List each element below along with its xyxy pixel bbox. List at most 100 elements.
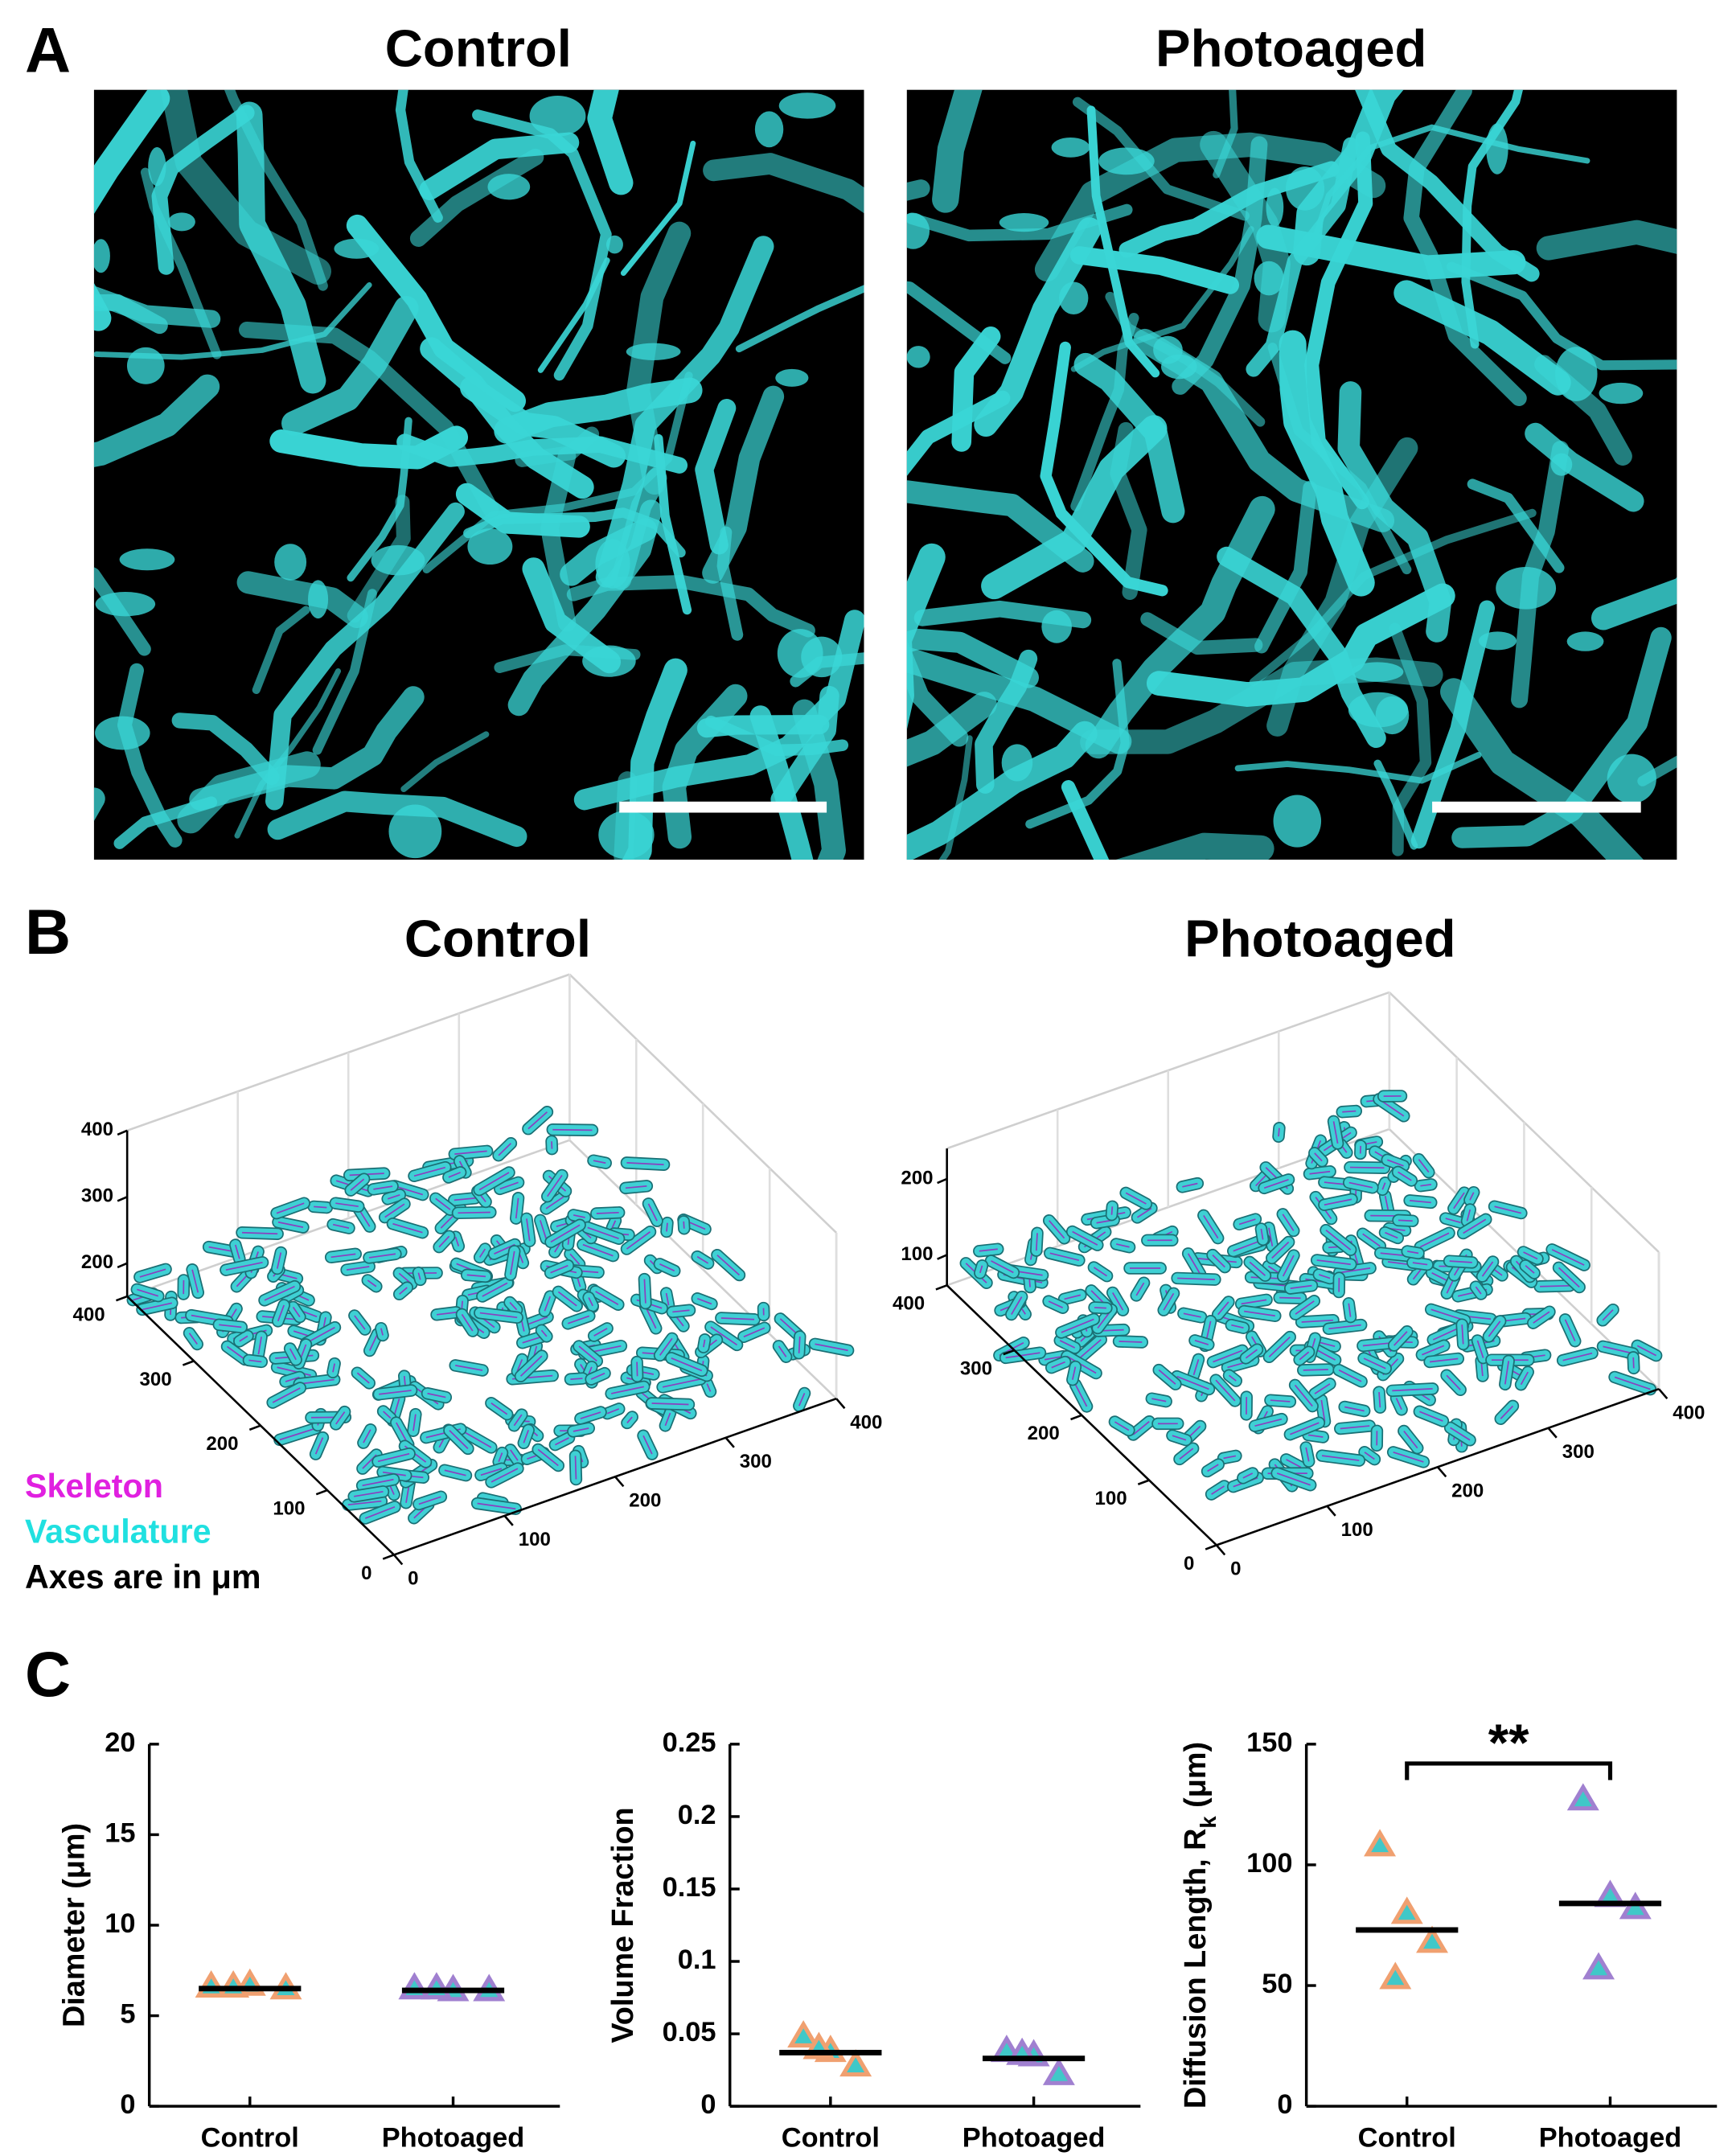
cell	[168, 212, 195, 232]
cell	[1041, 610, 1072, 643]
skeleton	[1051, 1361, 1065, 1369]
vessel	[1637, 755, 1677, 786]
skeleton	[1301, 1319, 1334, 1323]
skeleton	[1476, 1340, 1484, 1358]
cell	[308, 580, 329, 619]
y-tick-label: 150	[1246, 1727, 1292, 1758]
skeleton	[625, 1185, 647, 1189]
skeleton	[1048, 1300, 1064, 1308]
data-point	[1042, 2057, 1075, 2085]
skeleton	[335, 1411, 346, 1425]
skeleton	[427, 1392, 446, 1398]
skeleton	[364, 1505, 396, 1519]
skeleton	[798, 1336, 801, 1353]
skeleton	[1469, 1192, 1475, 1201]
vessel	[1034, 132, 1386, 282]
y-tick-label: 0.2	[678, 1800, 716, 1830]
skeleton	[314, 1205, 327, 1209]
skeleton	[490, 1468, 519, 1483]
skeleton	[1245, 1349, 1258, 1359]
skeleton	[330, 1253, 356, 1259]
skeleton	[1363, 1357, 1386, 1370]
skeleton	[1603, 1345, 1633, 1354]
legend-entry: Vasculature	[25, 1513, 211, 1550]
skeleton	[413, 1414, 417, 1431]
data-point	[195, 1969, 228, 1998]
vessel	[160, 89, 332, 285]
cell	[1566, 631, 1604, 651]
skeleton	[454, 1197, 476, 1201]
skeleton	[588, 1297, 593, 1307]
skeleton	[1136, 1207, 1152, 1218]
skeleton	[279, 1427, 316, 1441]
skeleton	[1558, 1267, 1580, 1288]
skeleton	[239, 1335, 248, 1342]
skeleton	[1135, 1282, 1145, 1296]
vessel	[422, 372, 693, 574]
cell	[906, 212, 930, 249]
x-tick-label: Control	[1358, 2122, 1456, 2153]
skeleton	[659, 1337, 673, 1356]
cell	[1607, 754, 1656, 804]
skeleton	[1163, 1292, 1175, 1311]
skeleton	[1493, 1268, 1503, 1276]
vessel	[1061, 780, 1110, 860]
skeleton	[610, 1386, 644, 1394]
skeleton	[332, 1363, 335, 1373]
skeleton	[1268, 1227, 1274, 1246]
skeleton	[1182, 1182, 1198, 1188]
vessel	[281, 295, 419, 436]
tick-label: 400	[1673, 1402, 1705, 1423]
skeleton	[626, 1416, 633, 1423]
skeleton	[545, 1196, 564, 1209]
skeleton	[588, 1366, 593, 1375]
tick-mark	[724, 1436, 735, 1448]
skeleton	[1072, 1230, 1098, 1246]
skeleton	[647, 1203, 658, 1222]
cell	[1550, 453, 1573, 476]
skeleton	[1466, 1209, 1471, 1222]
tick-mark	[315, 1489, 328, 1496]
skeleton	[1260, 1228, 1264, 1240]
vessel	[695, 398, 737, 555]
skeleton	[458, 1211, 490, 1214]
x-tick-label: Control	[201, 2122, 299, 2153]
cell	[1059, 281, 1089, 315]
skeleton	[1212, 1255, 1225, 1268]
vessel	[906, 692, 997, 767]
cell	[775, 368, 809, 387]
skeleton	[354, 1490, 384, 1497]
skeleton	[1445, 1218, 1461, 1224]
cell	[1351, 662, 1404, 682]
skeleton	[1114, 1421, 1130, 1431]
skeleton	[1132, 1421, 1150, 1435]
cell	[1098, 147, 1155, 175]
skeleton	[1362, 1341, 1393, 1347]
tick-label: 0	[1184, 1553, 1194, 1575]
y-tick-label: 0	[700, 2089, 716, 2120]
skeleton	[387, 1193, 400, 1200]
skeleton	[1309, 1170, 1331, 1175]
cell	[1496, 567, 1557, 610]
vessel	[1118, 161, 1340, 258]
vessel	[566, 575, 815, 638]
skeleton	[554, 1437, 569, 1446]
cell	[148, 146, 166, 187]
skeleton	[573, 1214, 585, 1218]
panel-title: Control	[385, 19, 572, 78]
tick-label: 100	[901, 1243, 933, 1265]
skeleton	[1044, 1355, 1064, 1361]
vessel	[236, 101, 326, 394]
skeleton	[448, 1172, 461, 1178]
skeleton	[1244, 1310, 1275, 1317]
skeleton	[1614, 1376, 1651, 1390]
skeleton	[557, 1291, 577, 1307]
tick-mark	[614, 1476, 625, 1488]
skeleton	[1338, 1369, 1362, 1382]
vessel	[236, 571, 368, 629]
skeleton	[1059, 1340, 1076, 1349]
tick-mark	[503, 1515, 514, 1526]
tick-mark	[392, 1554, 404, 1566]
skeleton	[1325, 1230, 1352, 1250]
skeleton	[188, 1333, 198, 1345]
